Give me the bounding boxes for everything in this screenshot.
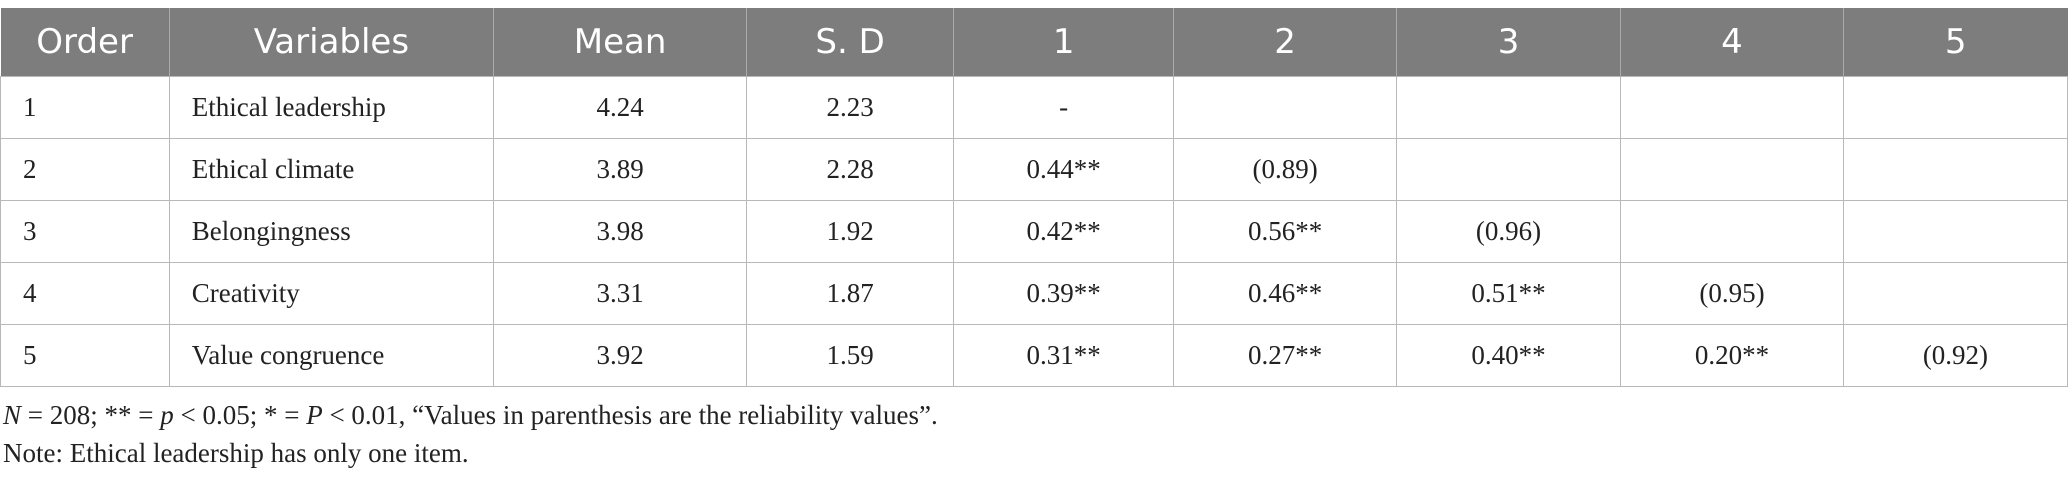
cell-mean: 3.92 xyxy=(493,323,748,387)
cell-corr-5 xyxy=(1842,199,2068,263)
cell-corr-2: 0.27** xyxy=(1173,323,1397,387)
cell-corr-3: (0.96) xyxy=(1395,199,1622,263)
cell-order: 5 xyxy=(0,323,170,387)
cell-corr-4 xyxy=(1620,137,1844,201)
correlation-table: Order Variables Mean S. D 1 2 3 4 5 1 Et… xyxy=(0,8,2068,387)
footnote-n-symbol: N xyxy=(3,400,22,430)
cell-mean: 3.89 xyxy=(493,137,748,201)
cell-corr-1: 0.39** xyxy=(953,261,1175,325)
table-row: 2 Ethical climate 3.89 2.28 0.44** (0.89… xyxy=(0,137,2068,201)
cell-corr-2 xyxy=(1173,75,1397,139)
table-footnotes: N = 208; ** = p < 0.05; * = P < 0.01, “V… xyxy=(3,396,938,472)
cell-variable: Ethical leadership xyxy=(168,75,495,139)
cell-variable: Creativity xyxy=(168,261,495,325)
cell-corr-1: 0.44** xyxy=(953,137,1175,201)
cell-corr-1: 0.31** xyxy=(953,323,1175,387)
header-col-1: 1 xyxy=(953,8,1174,76)
cell-mean: 4.24 xyxy=(493,75,748,139)
cell-sd: 2.28 xyxy=(746,137,955,201)
footnote-p-threshold: < 0.05; * = xyxy=(173,400,307,430)
cell-corr-1: 0.42** xyxy=(953,199,1175,263)
table-header-row: Order Variables Mean S. D 1 2 3 4 5 xyxy=(0,8,2068,76)
header-variables: Variables xyxy=(168,8,494,76)
cell-variable: Ethical climate xyxy=(168,137,495,201)
cell-corr-2: 0.56** xyxy=(1173,199,1397,263)
table-row: 4 Creativity 3.31 1.87 0.39** 0.46** 0.5… xyxy=(0,261,2068,325)
cell-corr-4: 0.20** xyxy=(1620,323,1844,387)
cell-corr-3: 0.51** xyxy=(1395,261,1622,325)
cell-sd: 1.59 xyxy=(746,323,955,387)
footnote-note: Note: Ethical leadership has only one it… xyxy=(3,438,469,468)
cell-order: 4 xyxy=(0,261,170,325)
cell-corr-5 xyxy=(1842,137,2068,201)
footnote-reliability-note: < 0.01, “Values in parenthesis are the r… xyxy=(322,400,938,430)
cell-corr-4 xyxy=(1620,199,1844,263)
cell-variable: Value congruence xyxy=(168,323,495,387)
cell-corr-4: (0.95) xyxy=(1620,261,1844,325)
cell-corr-5 xyxy=(1842,75,2068,139)
footnote-p-symbol-upper: P xyxy=(306,400,323,430)
correlation-table-container: Order Variables Mean S. D 1 2 3 4 5 1 Et… xyxy=(0,8,2068,387)
footnote-statistics: N = 208; ** = p < 0.05; * = P < 0.01, “V… xyxy=(3,396,938,434)
cell-variable: Belongingness xyxy=(168,199,495,263)
header-col-4: 4 xyxy=(1620,8,1844,76)
cell-corr-5 xyxy=(1842,261,2068,325)
table-row: 5 Value congruence 3.92 1.59 0.31** 0.27… xyxy=(0,323,2068,387)
cell-corr-3: 0.40** xyxy=(1395,323,1622,387)
cell-order: 3 xyxy=(0,199,170,263)
cell-mean: 3.31 xyxy=(493,261,748,325)
cell-sd: 1.92 xyxy=(746,199,955,263)
cell-corr-4 xyxy=(1620,75,1844,139)
cell-corr-3 xyxy=(1395,137,1622,201)
cell-mean: 3.98 xyxy=(493,199,748,263)
footnote-n-value: = 208; ** = xyxy=(21,400,161,430)
header-order: Order xyxy=(36,21,133,62)
table-row: 3 Belongingness 3.98 1.92 0.42** 0.56** … xyxy=(0,199,2068,263)
cell-order: 1 xyxy=(0,75,170,139)
header-col-3: 3 xyxy=(1395,8,1621,76)
cell-corr-1: - xyxy=(953,75,1175,139)
cell-corr-2: (0.89) xyxy=(1173,137,1397,201)
cell-order: 2 xyxy=(0,137,170,201)
header-col-2: 2 xyxy=(1173,8,1397,76)
cell-sd: 1.87 xyxy=(746,261,955,325)
cell-sd: 2.23 xyxy=(746,75,955,139)
header-mean: Mean xyxy=(493,8,747,76)
cell-corr-3 xyxy=(1395,75,1622,139)
footnote-p-symbol: p xyxy=(160,400,174,430)
cell-corr-5: (0.92) xyxy=(1842,323,2068,387)
cell-corr-2: 0.46** xyxy=(1173,261,1397,325)
header-col-5: 5 xyxy=(1842,8,2068,76)
header-sd: S. D xyxy=(746,8,954,76)
table-row: 1 Ethical leadership 4.24 2.23 - xyxy=(0,75,2068,139)
